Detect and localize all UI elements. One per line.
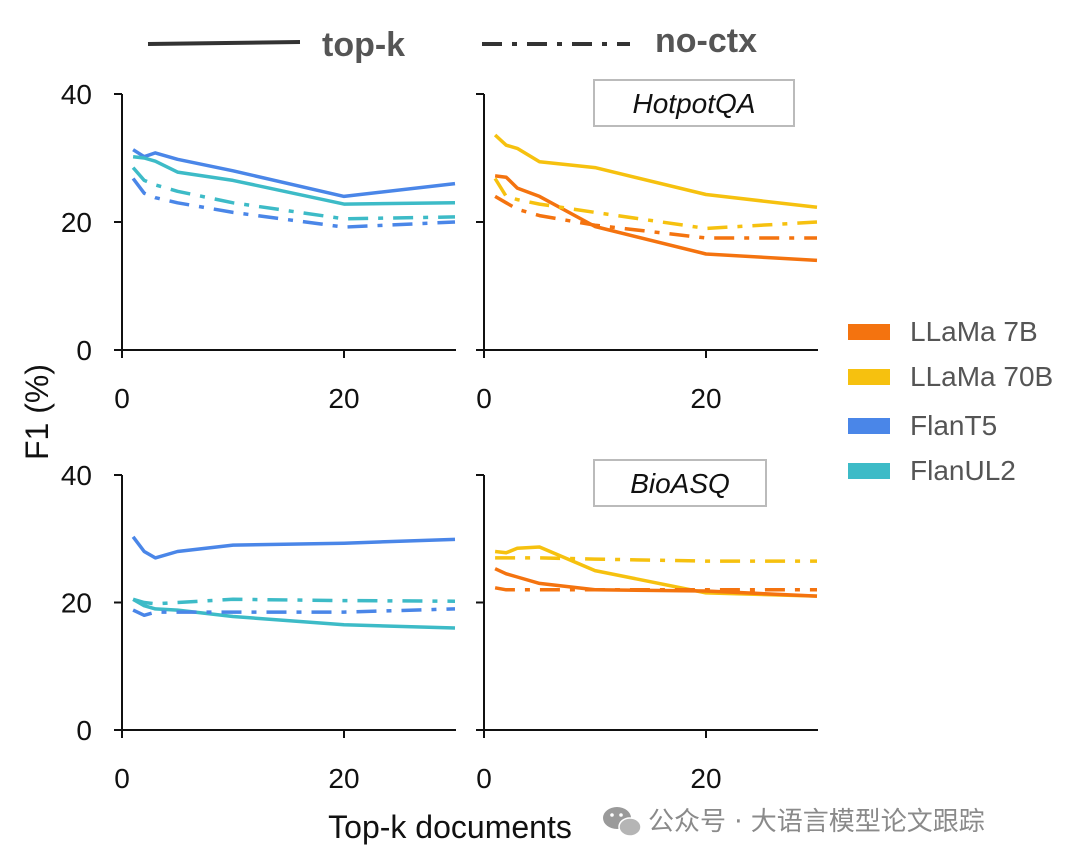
- wechat-icon: [603, 807, 642, 837]
- watermark: 公众号 · 大语言模型论文跟踪: [603, 807, 985, 837]
- y-tick-label: 20: [61, 207, 92, 238]
- panel-top-left: 0 20 40 0 20: [61, 79, 456, 414]
- line-style-key: top-k no-ctx: [147, 22, 757, 64]
- series-llama-7b-no-ctx: [494, 586, 817, 592]
- panel-bottom-right-bioasq: 0 20: [476, 474, 818, 794]
- x-tick-label: 20: [690, 763, 721, 794]
- panel-title-bioasq-box: BioASQ: [593, 459, 767, 507]
- x-tick-label: 0: [476, 383, 492, 414]
- series-flanul2-top-k: [132, 154, 456, 206]
- legend-swatch-flanul2: [848, 463, 890, 479]
- series-flant5-top-k: [131, 535, 456, 560]
- y-tick-label: 0: [76, 715, 92, 746]
- panel-title-bioasq: BioASQ: [630, 468, 730, 499]
- series-flanul2-no-ctx: [132, 597, 456, 606]
- x-tick-label: 20: [690, 383, 721, 414]
- series-flant5-no-ctx: [132, 607, 456, 618]
- series-llama-70b-no-ctx: [493, 177, 818, 231]
- y-axis-label: F1 (%): [19, 364, 55, 460]
- legend-label-llama-7b: LLaMa 7B: [910, 316, 1038, 347]
- x-axis-label: Top-k documents: [328, 809, 572, 845]
- x-tick-label: 0: [476, 763, 492, 794]
- x-tick-label: 0: [114, 383, 130, 414]
- series-flant5-no-ctx: [131, 177, 456, 229]
- panel-title-hotpotqa-box: HotpotQA: [593, 79, 795, 127]
- series-llama-70b-top-k: [494, 545, 818, 598]
- x-tick-label: 20: [328, 763, 359, 794]
- y-tick-label: 20: [61, 588, 92, 619]
- watermark-text: 公众号 · 大语言模型论文跟踪: [648, 807, 985, 837]
- legend-label-flanul2: FlanUL2: [910, 455, 1016, 486]
- series-flanul2-top-k: [132, 597, 456, 630]
- legend-label-flant5: FlanT5: [910, 410, 997, 441]
- series-llama-70b-top-k: [493, 133, 818, 210]
- x-tick-label: 0: [114, 763, 130, 794]
- legend-label-llama-70b: LLaMa 70B: [910, 361, 1053, 392]
- style-key-top-k-label: top-k: [322, 26, 405, 64]
- legend-swatch-llama-7b: [848, 324, 890, 340]
- legend-swatch-llama-70b: [848, 369, 890, 385]
- style-key-no-ctx-label: no-ctx: [655, 22, 757, 60]
- series-llama-7b-no-ctx: [494, 194, 817, 240]
- series-llama-7b-top-k: [494, 174, 818, 263]
- panel-title-hotpotqa: HotpotQA: [633, 88, 756, 119]
- y-tick-label: 0: [76, 335, 92, 366]
- y-tick-label: 40: [61, 79, 92, 110]
- x-tick-label: 20: [328, 383, 359, 414]
- legend: LLaMa 7B LLaMa 70B FlanT5 FlanUL2: [848, 316, 1053, 486]
- panel-bottom-left: 0 20 40 0 20: [61, 460, 456, 794]
- style-key-solid-line: [147, 40, 301, 46]
- y-tick-label: 40: [61, 460, 92, 491]
- series-flanul2-no-ctx: [131, 166, 456, 221]
- panel-top-right-hotpotqa: 0 20: [476, 93, 818, 414]
- legend-swatch-flant5: [848, 418, 890, 434]
- series-llama-70b-no-ctx: [495, 556, 817, 563]
